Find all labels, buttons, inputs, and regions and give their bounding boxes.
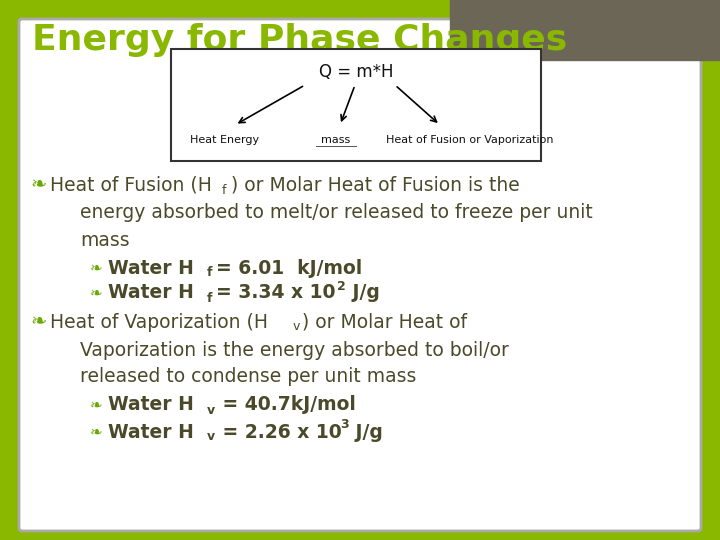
Text: = 40.7kJ/mol: = 40.7kJ/mol	[216, 395, 356, 415]
Text: 3: 3	[340, 418, 348, 431]
Text: ❧: ❧	[90, 260, 103, 275]
Text: 2: 2	[337, 280, 346, 293]
Text: Heat Energy: Heat Energy	[190, 135, 260, 145]
FancyBboxPatch shape	[171, 49, 541, 161]
Text: f: f	[207, 292, 212, 305]
Text: v: v	[207, 403, 215, 416]
Text: = 2.26 x 10: = 2.26 x 10	[216, 422, 342, 442]
Text: = 3.34 x 10: = 3.34 x 10	[216, 284, 336, 302]
Text: Water H: Water H	[108, 395, 194, 415]
Text: Vaporization is the energy absorbed to boil/or: Vaporization is the energy absorbed to b…	[80, 341, 509, 360]
Text: mass: mass	[80, 231, 130, 249]
Text: v: v	[293, 321, 300, 334]
Text: ❧: ❧	[90, 286, 103, 300]
Text: Water H: Water H	[108, 422, 194, 442]
Text: v: v	[207, 430, 215, 443]
Text: energy absorbed to melt/or released to freeze per unit: energy absorbed to melt/or released to f…	[80, 204, 593, 222]
Text: mass: mass	[321, 135, 351, 145]
Text: Q = m*H: Q = m*H	[319, 63, 393, 81]
Text: Heat of Vaporization (H: Heat of Vaporization (H	[50, 313, 268, 332]
Text: J/g: J/g	[346, 284, 380, 302]
Text: ) or Molar Heat of: ) or Molar Heat of	[302, 313, 467, 332]
Text: f: f	[207, 267, 212, 280]
Text: Water H: Water H	[108, 259, 194, 278]
Text: ) or Molar Heat of Fusion is the: ) or Molar Heat of Fusion is the	[231, 176, 520, 194]
Text: Energy for Phase Changes: Energy for Phase Changes	[32, 23, 567, 57]
Text: ❧: ❧	[90, 397, 103, 413]
Text: Heat of Fusion or Vaporization: Heat of Fusion or Vaporization	[386, 135, 554, 145]
Bar	[450, 0, 720, 60]
Text: ❧: ❧	[30, 176, 46, 194]
Text: J/g: J/g	[349, 422, 383, 442]
Text: f: f	[222, 184, 227, 197]
Text: ❧: ❧	[90, 424, 103, 440]
Text: released to condense per unit mass: released to condense per unit mass	[80, 368, 416, 387]
Text: ❧: ❧	[30, 313, 46, 332]
Text: Water H: Water H	[108, 284, 194, 302]
FancyBboxPatch shape	[19, 19, 701, 531]
Text: Heat of Fusion (H: Heat of Fusion (H	[50, 176, 212, 194]
Text: = 6.01  kJ/mol: = 6.01 kJ/mol	[216, 259, 362, 278]
